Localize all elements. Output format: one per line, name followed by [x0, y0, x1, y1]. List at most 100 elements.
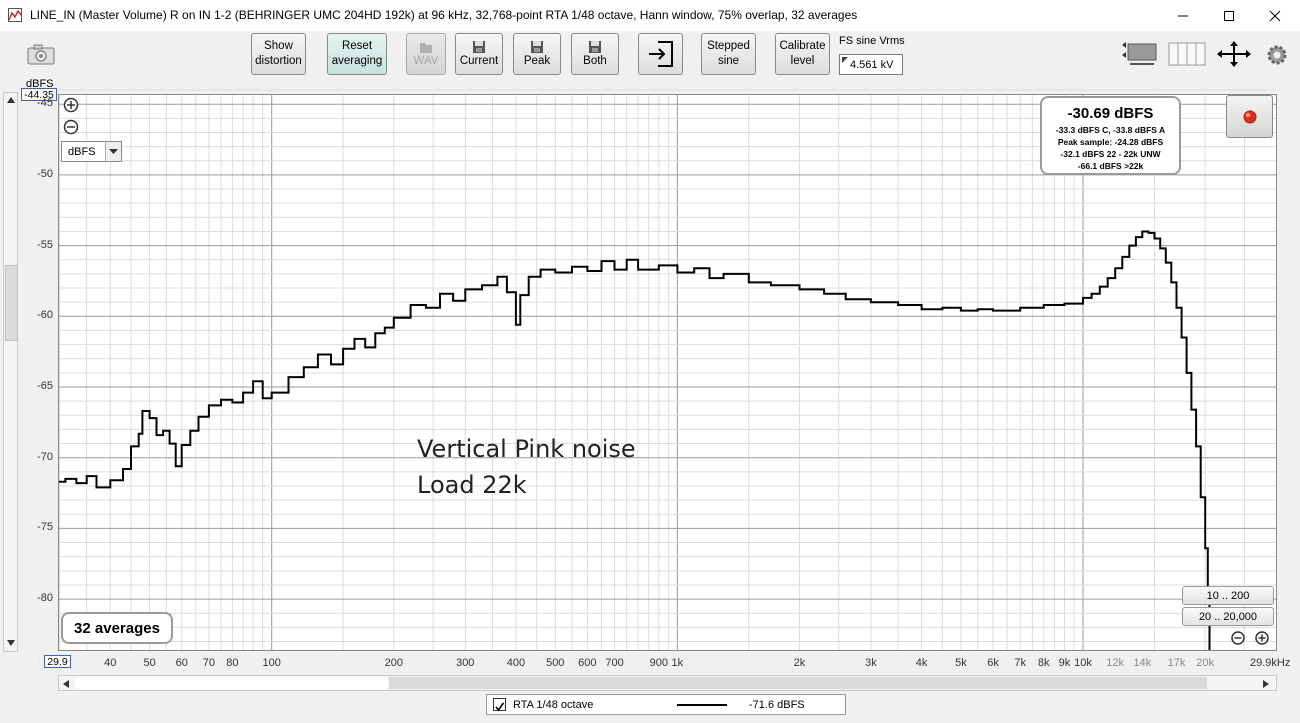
y-tick-label: -50	[37, 167, 53, 180]
x-tick-label: 8k	[1037, 657, 1050, 669]
x-tick-label: 6k	[987, 657, 999, 669]
scroll-left-icon[interactable]	[62, 679, 70, 689]
x-start-value[interactable]: 29.9	[44, 655, 71, 668]
x-tick-label: 14k	[1133, 657, 1152, 669]
level-line-4: -66.1 dBFS >22k	[1077, 161, 1144, 171]
save-icon	[473, 40, 485, 53]
x-end-label: 29.9kHz	[1250, 657, 1291, 669]
y-tick-label: -80	[37, 592, 53, 605]
x-tick-label: 10k	[1074, 657, 1092, 669]
gear-icon[interactable]	[1265, 43, 1289, 67]
level-line-2: Peak sample: -24.28 dBFS	[1057, 137, 1164, 147]
unit-select-value: dBFS	[68, 146, 96, 158]
wav-label: WAV	[413, 54, 439, 67]
trace-value: -71.6 dBFS	[749, 699, 805, 711]
zoom-out-x-icon[interactable]	[1230, 630, 1246, 646]
move-arrows-icon[interactable]	[1216, 41, 1252, 67]
x-tick-label: 2k	[793, 657, 806, 669]
folder-icon	[420, 42, 432, 53]
vertical-scroll-thumb[interactable]	[5, 265, 18, 341]
x-tick-label: 1k	[671, 657, 684, 669]
record-led-icon	[1243, 110, 1257, 124]
fs-sine-field[interactable]: 4.561 kV	[839, 54, 903, 75]
x-tick-label: 400	[506, 657, 526, 669]
graph-layout-icon[interactable]	[1120, 40, 1160, 68]
x-tick-label: 9k	[1058, 657, 1071, 669]
both-label: Both	[583, 54, 607, 67]
peak-label: Peak	[523, 54, 551, 67]
input-button[interactable]	[638, 33, 683, 75]
reset-averaging-button[interactable]: Reset averaging	[327, 33, 387, 75]
range-20-20000-button[interactable]: 20 .. 20,000	[1182, 607, 1274, 626]
y-axis-unit: dBFS	[26, 78, 54, 90]
x-tick-label: 700	[605, 657, 624, 669]
save-both-button[interactable]: Both	[571, 33, 619, 75]
x-tick-label: 70	[202, 657, 215, 669]
trace-legend: RTA 1/48 octave -71.6 dBFS	[486, 694, 846, 715]
x-tick-label: 50	[143, 657, 156, 669]
level-main: -30.69 dBFS	[1067, 105, 1154, 122]
rta-trace	[59, 230, 1211, 650]
horizontal-scroll-track-left[interactable]	[75, 677, 388, 689]
corner-mark-icon	[842, 57, 848, 63]
stepped-sine-label-1: Stepped	[707, 40, 750, 52]
app-icon	[8, 8, 22, 22]
maximize-button[interactable]	[1206, 0, 1252, 31]
horizontal-scroll-thumb[interactable]	[389, 677, 1207, 689]
x-tick-label: 5k	[955, 657, 967, 669]
unit-select[interactable]: dBFS	[61, 141, 122, 162]
camera-icon[interactable]	[26, 42, 56, 66]
unit-select-arrow[interactable]	[105, 142, 121, 161]
x-tick-label: 40	[104, 657, 117, 669]
x-tick-label: 7k	[1014, 657, 1026, 669]
show-distortion-button[interactable]: Show distortion	[251, 33, 306, 75]
scroll-up-icon[interactable]	[6, 96, 16, 104]
minimize-button[interactable]	[1160, 0, 1206, 31]
reset-averaging-label-1: Reset	[341, 40, 373, 52]
minimize-icon	[1178, 15, 1188, 16]
x-tick-label: 500	[546, 657, 565, 669]
zoom-in-icon[interactable]	[63, 97, 79, 113]
y-top-value[interactable]: -44.35	[21, 88, 57, 101]
x-tick-label: 80	[226, 657, 239, 669]
close-button[interactable]	[1252, 0, 1298, 31]
panels-icon[interactable]	[1168, 42, 1206, 66]
show-distortion-label-1: Show	[264, 40, 293, 52]
y-tick-label: -70	[37, 450, 53, 463]
stepped-sine-label-2: sine	[717, 55, 740, 67]
zoom-in-x-icon[interactable]	[1254, 630, 1270, 646]
fs-sine-label: FS sine Vrms	[839, 35, 905, 47]
y-tick-label: -45	[37, 97, 53, 110]
save-current-button[interactable]: Current	[455, 33, 503, 75]
horizontal-scrollbar[interactable]	[58, 675, 1277, 691]
averages-text: 32 averages	[74, 620, 160, 637]
wav-button[interactable]: WAV	[406, 33, 446, 75]
vertical-scrollbar[interactable]	[3, 92, 18, 652]
x-tick-label: 100	[262, 657, 281, 669]
zoom-out-icon[interactable]	[63, 119, 79, 135]
window-title: LINE_IN (Master Volume) R on IN 1-2 (BEH…	[30, 8, 858, 22]
maximize-icon	[1224, 10, 1234, 21]
x-tick-label: 17k	[1167, 657, 1186, 669]
y-tick-label: -55	[37, 238, 53, 251]
stepped-sine-button[interactable]: Stepped sine	[701, 33, 756, 75]
save-icon	[589, 40, 601, 53]
scroll-right-icon[interactable]	[1262, 679, 1270, 689]
calibrate-level-label-1: Calibrate	[779, 40, 826, 52]
x-tick-label: 20k	[1196, 657, 1215, 669]
record-button[interactable]	[1226, 95, 1273, 138]
range-10-200-button[interactable]: 10 .. 200	[1182, 586, 1274, 605]
scroll-down-icon[interactable]	[6, 639, 16, 647]
x-tick-label: 60	[175, 657, 188, 669]
y-tick-label: -65	[37, 379, 53, 392]
show-distortion-label-2: distortion	[255, 55, 302, 67]
calibrate-level-label-2: level	[790, 55, 815, 67]
x-tick-label: 3k	[865, 657, 877, 669]
trace-visible-checkbox[interactable]	[493, 698, 506, 712]
y-tick-label: -60	[37, 309, 53, 322]
save-peak-button[interactable]: Peak	[513, 33, 561, 75]
calibrate-level-button[interactable]: Calibrate level	[775, 33, 830, 75]
y-tick-label: -75	[37, 521, 53, 534]
title-bar: LINE_IN (Master Volume) R on IN 1-2 (BEH…	[0, 0, 1300, 31]
x-tick-label: 4k	[915, 657, 928, 669]
